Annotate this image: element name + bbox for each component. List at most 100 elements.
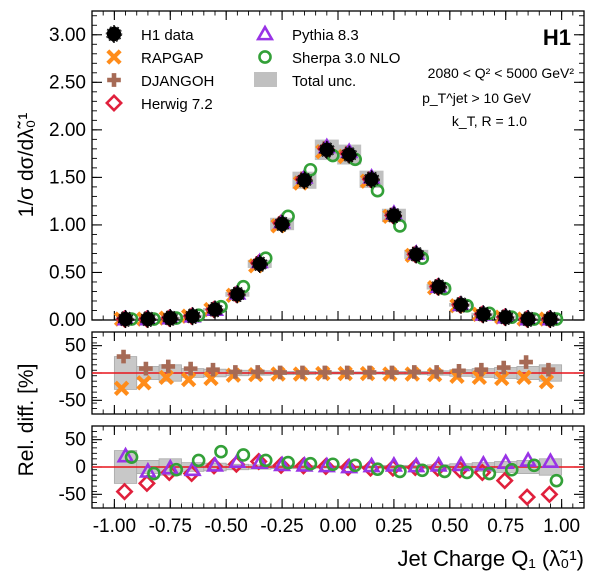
data-dot-ring — [385, 207, 403, 224]
main-marker-sherpa-3-0-nlo — [370, 183, 385, 198]
legend-label: Pythia 8.3 — [292, 27, 359, 44]
data-dot — [163, 310, 178, 326]
ratio-marker-sherpa-3-0-nlo — [214, 444, 228, 459]
y-tick-label: 50 — [65, 430, 86, 451]
ratio-marker-pythia-8-3 — [183, 460, 202, 477]
x-tick-label: 0.25 — [375, 516, 412, 537]
data-dot — [453, 297, 469, 312]
main-marker-h1-data — [385, 206, 403, 225]
ratio-marker-sherpa-3-0-nlo — [303, 456, 318, 471]
data-dot-ring — [162, 309, 179, 327]
ratio-marker-djangoh — [295, 365, 310, 380]
legend-label: RAPGAP — [141, 50, 204, 67]
data-dot-ring — [251, 255, 268, 273]
main-marker-h1-data — [206, 300, 224, 319]
data-dot-ring — [105, 25, 123, 43]
ratio-marker-sherpa-3-0-nlo — [169, 462, 184, 477]
y-tick-label: 3.00 — [49, 25, 86, 46]
ratio-marker-djangoh — [340, 365, 355, 380]
data-dot-ring — [430, 278, 447, 295]
annotation-q2-range: 2080 < Q² < 5000 GeV² — [428, 65, 575, 81]
legend-label: Total unc. — [292, 73, 356, 90]
axes-frames — [91, 10, 585, 509]
main-marker-h1-data — [363, 170, 380, 189]
ratio-marker-herwig-7-2 — [115, 482, 134, 501]
y-tick-label: 0 — [75, 363, 86, 384]
data-points — [113, 137, 564, 507]
ratio-marker-pythia-8-3 — [116, 446, 135, 463]
ratio-marker-djangoh — [161, 359, 176, 374]
ratio-marker-pythia-8-3 — [340, 457, 359, 474]
ratio-marker-rapgap — [538, 374, 555, 390]
data-dot — [185, 308, 200, 324]
y-axis-label-ratio: Rel. diff. [%] — [15, 364, 38, 477]
data-dot — [431, 279, 446, 294]
y-tick-label: 0.00 — [49, 310, 86, 331]
legend-marker-rapgap — [106, 49, 122, 65]
ratio-marker-sherpa-3-0-nlo — [258, 453, 273, 468]
main-marker-h1-data — [318, 140, 336, 159]
main-marker-h1-data — [184, 307, 201, 326]
ratio-marker-pythia-8-3 — [205, 455, 225, 472]
data-dot-ring — [139, 310, 157, 328]
ratio-marker-sherpa-3-0-nlo — [124, 450, 139, 464]
ratio-marker-sherpa-3-0-nlo — [415, 463, 430, 478]
experiment-tag: H1 — [543, 25, 571, 50]
ratio-marker-djangoh — [250, 365, 265, 379]
data-dot-ring — [340, 146, 358, 163]
data-dot — [498, 309, 513, 325]
data-dot-ring — [475, 306, 492, 323]
ratio-marker-herwig-7-2 — [518, 488, 537, 507]
ratio-marker-djangoh — [362, 365, 377, 380]
main-marker-h1-data — [519, 310, 537, 329]
data-dot — [207, 302, 223, 317]
data-dot — [252, 256, 267, 272]
ratio-marker-rapgap — [113, 380, 130, 396]
ratio-marker-pythia-8-3 — [541, 452, 560, 468]
legend-marker-total-unc — [254, 72, 277, 87]
y-tick-label: 50 — [65, 336, 86, 357]
ratio-marker-sherpa-3-0-nlo — [236, 448, 251, 462]
data-dot-ring — [408, 246, 425, 263]
ratio-marker-djangoh — [429, 365, 444, 379]
x-tick-label: 0.00 — [320, 516, 357, 537]
ratio-marker-djangoh — [116, 349, 131, 364]
data-dot-ring — [206, 301, 224, 318]
data-dot-ring — [318, 141, 336, 159]
ratio-marker-sherpa-3-0-nlo — [437, 464, 452, 479]
data-dot — [118, 311, 133, 327]
ratio-marker-djangoh — [273, 365, 287, 380]
ratio-marker-sherpa-3-0-nlo — [460, 465, 474, 480]
ratio-marker-sherpa-3-0-nlo — [348, 458, 363, 473]
ratio-marker-sherpa-3-0-nlo — [482, 466, 497, 481]
labels: 0.00 0.50 1.00 1.50 2.00 2.50 3.00 -50 0 50 -50 0 50… — [15, 25, 584, 571]
y-axis-label-main: 1/σ dσ/dλ̃₀¹ — [15, 113, 38, 218]
data-dot — [319, 142, 335, 158]
data-dot — [341, 147, 357, 162]
main-marker-h1-data — [475, 305, 492, 324]
legend-label: Sherpa 3.0 NLO — [292, 50, 400, 67]
data-dot — [476, 307, 491, 322]
ratio-marker-herwig-7-2 — [495, 471, 514, 490]
ratio-marker-rapgap — [136, 375, 152, 391]
ratio-marker-djangoh — [206, 362, 220, 377]
x-tick-label: -0.50 — [205, 516, 248, 537]
legend-marker-pythia-8-3 — [255, 24, 275, 41]
ratio-marker-sherpa-3-0-nlo — [393, 464, 407, 479]
ratio-marker-sherpa-3-0-nlo — [549, 473, 564, 488]
x-tick-label: -0.25 — [260, 516, 303, 537]
data-dot-ring — [497, 308, 514, 326]
y-tick-label: -50 — [59, 390, 86, 411]
data-dot-ring — [452, 296, 470, 313]
main-marker-h1-data — [452, 295, 470, 314]
ratio-marker-pythia-8-3 — [317, 456, 336, 473]
data-dot — [364, 172, 379, 187]
y-tick-label: 1.00 — [49, 215, 86, 236]
data-dot-ring — [519, 310, 537, 328]
x-tick-label: -1.00 — [93, 516, 136, 537]
y-tick-label: -50 — [59, 484, 86, 505]
ratio-marker-sherpa-3-0-nlo — [370, 462, 385, 477]
data-dot — [520, 311, 536, 327]
ratio-marker-djangoh — [407, 365, 422, 379]
legend-marker-djangoh — [107, 73, 121, 87]
